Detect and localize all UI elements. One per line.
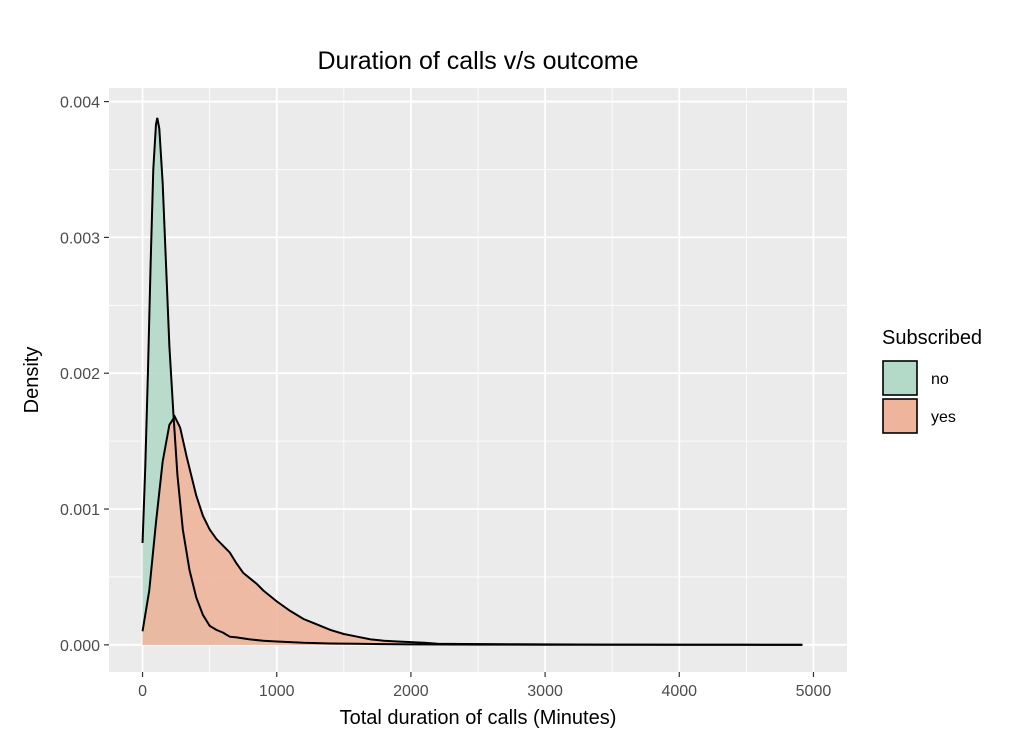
- y-tick-label: 0.004: [60, 95, 100, 112]
- y-axis: 0.000 0.001 0.002 0.003 0.004: [60, 95, 109, 655]
- density-area-yes: [142, 416, 803, 645]
- x-tick-label: 1000: [259, 683, 295, 700]
- legend-label-yes: yes: [931, 409, 956, 426]
- density-line-yes: [141, 414, 803, 646]
- plot-panel: [109, 88, 847, 672]
- legend: Subscribed no yes: [882, 327, 982, 434]
- x-tick-label: 3000: [527, 683, 563, 700]
- y-tick-label: 0.000: [60, 638, 100, 655]
- x-tick-label: 5000: [796, 683, 832, 700]
- x-axis: 0 1000 2000 3000 4000 5000: [138, 672, 831, 700]
- chart-title: Duration of calls v/s outcome: [318, 47, 639, 75]
- x-axis-title: Total duration of calls (Minutes): [340, 707, 617, 729]
- legend-label-no: no: [931, 371, 949, 388]
- legend-title: Subscribed: [882, 327, 982, 349]
- density-line-no: [141, 117, 803, 646]
- x-tick-label: 4000: [661, 683, 697, 700]
- legend-key-no: [882, 360, 918, 396]
- y-tick-label: 0.002: [60, 366, 100, 383]
- legend-key-yes: [882, 398, 918, 434]
- y-tick-label: 0.001: [60, 502, 100, 519]
- y-axis-title: Density: [21, 347, 43, 414]
- x-tick-label: 0: [138, 683, 147, 700]
- y-tick-label: 0.003: [60, 230, 100, 247]
- x-tick-label: 2000: [393, 683, 429, 700]
